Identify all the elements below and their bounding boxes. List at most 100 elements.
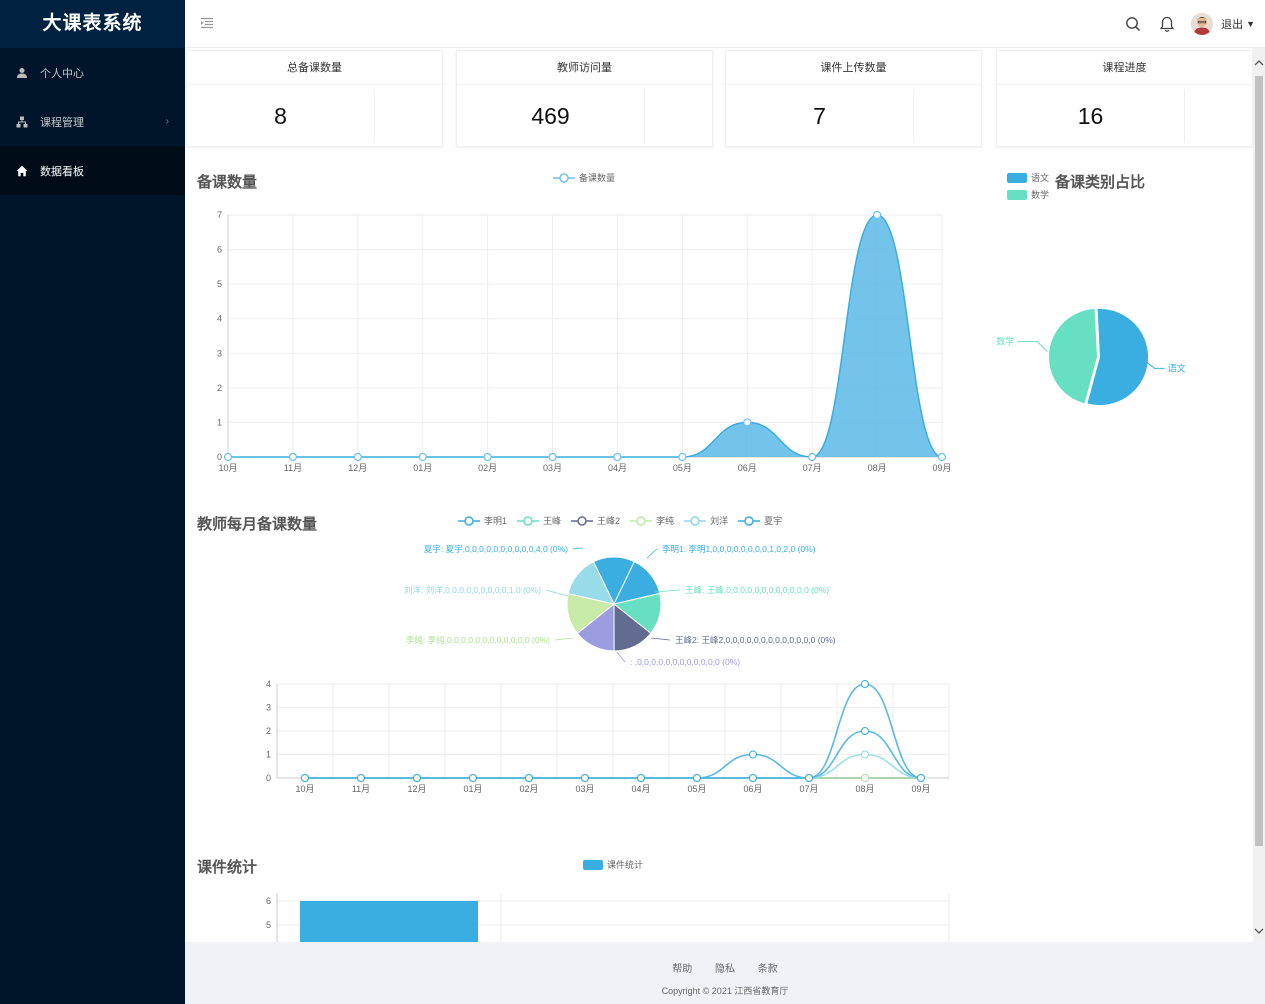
teacher-chart-legend[interactable]: 李明1 王峰 王峰2 李纯 刘洋 夏宇 (458, 514, 792, 527)
legend-label: 数学 (1031, 190, 1050, 200)
data-point (525, 774, 533, 782)
legend-item: 数学 (1007, 188, 1049, 201)
x-tick-label: 12月 (348, 463, 367, 473)
data-point (917, 774, 925, 782)
data-point (353, 452, 362, 462)
data-point (861, 774, 869, 782)
logout-link[interactable]: 退出 (1221, 19, 1244, 31)
x-tick-label: 07月 (799, 784, 818, 794)
x-tick-label: 09月 (932, 463, 951, 473)
series-line (228, 214, 943, 458)
prep-chart-legend[interactable]: 备课数量 (553, 171, 625, 184)
sidebar-item-data-dashboard[interactable]: 数据看板 (0, 146, 185, 195)
data-point (805, 774, 813, 782)
scroll-up-icon[interactable] (1253, 56, 1265, 72)
data-point (678, 452, 687, 462)
y-tick-label: 4 (217, 314, 222, 324)
pie-label: 王峰2: 王峰2,0,0,0,0,0,0,0,0,0,0,0,0,0 (0%) (675, 635, 836, 645)
user-menu[interactable]: 退出 ▼ (1191, 13, 1255, 35)
pie-label: 李纯: 李纯,0,0,0,0,0,0,0,0,0,0,0,0 (0%) (406, 635, 550, 645)
prep-chart-title: 备课数量 (197, 174, 258, 191)
label-line (654, 589, 681, 593)
top-header: 退出 ▼ (185, 0, 1265, 48)
footer-link-privacy[interactable]: 隐私 (715, 964, 735, 975)
scroll-down-icon[interactable] (1253, 924, 1265, 940)
courseware-chart-title: 课件统计 (197, 859, 258, 876)
label-line (650, 637, 671, 641)
legend-item: 李纯 (630, 514, 674, 527)
x-tick-label: 08月 (855, 784, 874, 794)
bell-icon[interactable] (1159, 16, 1175, 33)
x-tick-label: 08月 (868, 463, 887, 473)
y-tick-label: 1 (217, 417, 222, 427)
vertical-scrollbar[interactable] (1253, 48, 1265, 942)
x-tick-label: 03月 (575, 784, 594, 794)
sidebar-item-label: 个人中心 (40, 67, 84, 80)
footer-link-terms[interactable]: 条款 (757, 964, 778, 975)
pie-label: 刘洋: 刘洋,0,0,0,0,0,0,0,0,0,1,0 (0%) (404, 585, 541, 595)
x-tick-label: 11月 (352, 784, 370, 794)
data-point (413, 774, 421, 782)
data-point (483, 452, 492, 462)
legend-item: 李明1 (458, 514, 507, 527)
search-icon[interactable] (1125, 16, 1141, 32)
courseware-chart-legend[interactable]: 课件统计 (583, 858, 653, 871)
label-line (572, 547, 584, 550)
y-tick-label: 6 (217, 245, 222, 255)
y-tick-label: 2 (217, 383, 222, 393)
category-chart-legend[interactable]: 语文 数学 (1007, 171, 1059, 201)
home-icon (16, 165, 28, 177)
sidebar-item-label: 数据看板 (40, 165, 84, 178)
x-tick-label: 01月 (463, 784, 482, 794)
sidebar-item-label: 课程管理 (40, 116, 84, 129)
sidebar-item-course-management[interactable]: 课程管理 › (0, 97, 185, 146)
y-tick-label: 3 (266, 703, 271, 713)
stat-value: 8 (274, 103, 287, 129)
y-tick-label: 1 (266, 750, 271, 760)
stat-card-course-progress: 课程进度 16 (996, 50, 1253, 147)
x-tick-label: 09月 (911, 784, 930, 794)
x-tick-label: 10月 (218, 463, 237, 473)
legend-label: 李纯 (656, 516, 675, 526)
pie-slice (567, 561, 615, 605)
data-point (808, 452, 817, 462)
data-point (418, 452, 427, 462)
data-point (861, 750, 869, 759)
stat-title: 教师访问量 (457, 51, 712, 85)
legend-item: 夏宇 (738, 514, 782, 527)
legend-label: 李明1 (484, 516, 508, 526)
x-tick-label: 06月 (743, 784, 762, 794)
caret-down-icon: ▼ (1246, 19, 1255, 29)
legend-label: 夏宇 (764, 516, 783, 526)
scrollbar-thumb[interactable] (1255, 76, 1263, 846)
pie-label: 夏宇: 夏宇,0,0,0,0,0,0,0,0,0,0,4,0 (0%) (424, 544, 568, 554)
footer-link-help[interactable]: 帮助 (672, 964, 693, 975)
y-tick-label: 5 (217, 279, 222, 289)
data-point (357, 774, 365, 782)
data-point (937, 452, 947, 462)
data-point (861, 727, 869, 735)
legend-item: 刘洋 (684, 514, 728, 527)
data-point (749, 774, 757, 782)
y-tick-label: 7 (217, 210, 222, 220)
data-point (288, 452, 298, 462)
y-tick-label: 0 (217, 452, 222, 462)
data-point (861, 680, 869, 688)
legend-item: 课件统计 (583, 858, 643, 871)
stat-title: 总备课数量 (187, 51, 442, 85)
stat-value: 469 (531, 103, 570, 129)
data-point (581, 774, 589, 782)
legend-swatch (583, 859, 603, 870)
x-tick-label: 05月 (687, 784, 706, 794)
y-tick-label: 5 (266, 920, 271, 930)
menu-fold-icon[interactable] (200, 16, 214, 30)
teacher-line-chart: 0 1 2 3 4 10月 11月 12月 01月 02月 03月 04月 05月 06月 07月 08月 09… (266, 679, 950, 794)
pie-label: : ,0,0,0,0,0,0,0,0,0,0,0,0 (0%) (630, 657, 740, 667)
x-tick-label: 04月 (608, 463, 627, 473)
sidebar-item-personal-center[interactable]: 个人中心 (0, 48, 185, 97)
legend-label: 语文 (1031, 173, 1050, 183)
dashboard-content: 总备课数量 8 教师访问量 469 课件上传数量 7 课程进度 16 备课数量 … (185, 48, 1253, 942)
pie-slice (1087, 309, 1148, 405)
label-line (1017, 341, 1048, 353)
legend-item: 备课数量 (553, 171, 615, 184)
